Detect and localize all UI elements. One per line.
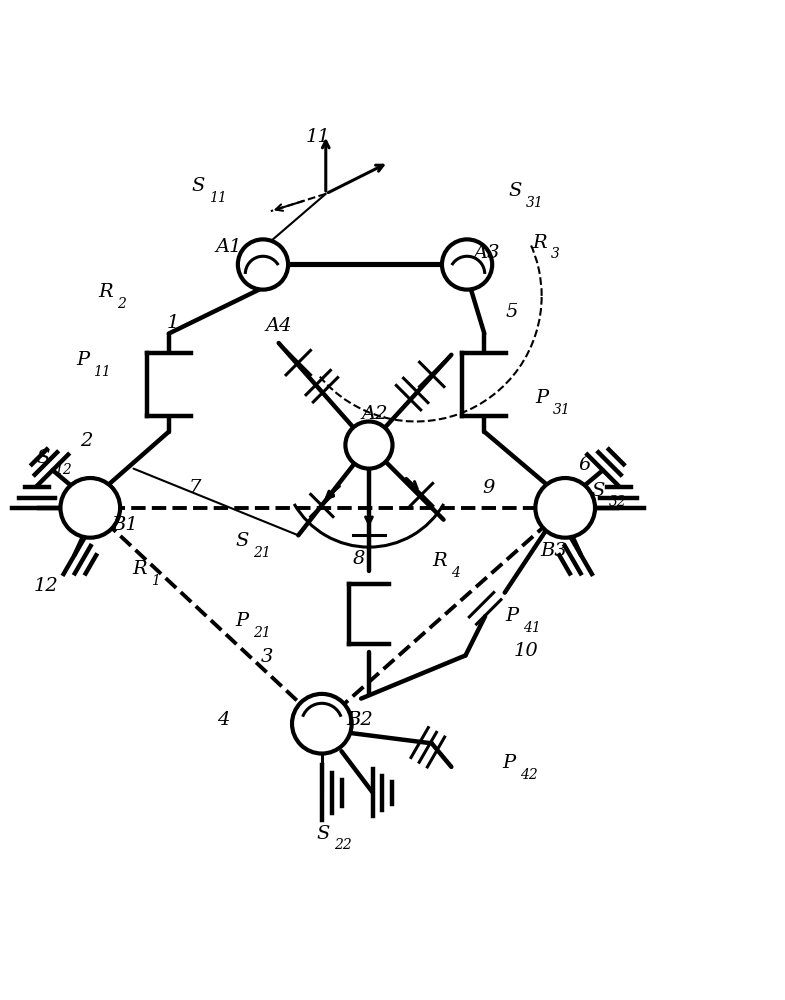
Text: 32: 32 <box>609 495 627 509</box>
Circle shape <box>535 478 595 538</box>
Circle shape <box>345 422 392 469</box>
Text: 11: 11 <box>93 365 111 379</box>
Polygon shape <box>349 584 389 644</box>
Text: 21: 21 <box>253 546 271 560</box>
Text: R: R <box>133 560 147 578</box>
Text: 12: 12 <box>33 577 58 595</box>
Text: S: S <box>316 825 330 843</box>
Text: B3: B3 <box>540 542 567 560</box>
Text: 41: 41 <box>523 621 541 635</box>
Text: A3: A3 <box>473 244 500 262</box>
Text: 11: 11 <box>209 191 227 205</box>
Polygon shape <box>147 353 191 416</box>
Text: P: P <box>502 754 515 772</box>
Text: S: S <box>36 449 50 467</box>
Text: 3: 3 <box>261 648 273 666</box>
Circle shape <box>60 478 120 538</box>
Text: A1: A1 <box>216 238 243 256</box>
Text: A2: A2 <box>362 405 389 423</box>
Text: 9: 9 <box>482 479 495 497</box>
Text: 11: 11 <box>305 128 330 146</box>
Text: P: P <box>76 351 89 369</box>
Text: P: P <box>535 389 548 407</box>
Text: S: S <box>508 182 522 200</box>
Text: S: S <box>191 177 205 195</box>
Text: 2: 2 <box>80 432 93 450</box>
Text: 8: 8 <box>352 550 365 568</box>
Text: R: R <box>99 283 113 301</box>
Text: R: R <box>433 552 447 570</box>
Text: 1: 1 <box>151 574 159 588</box>
Text: B1: B1 <box>111 516 138 534</box>
Text: 7: 7 <box>188 479 201 497</box>
Text: 10: 10 <box>513 642 539 660</box>
Text: S: S <box>591 482 605 500</box>
Text: 4: 4 <box>217 711 230 729</box>
Text: 1: 1 <box>166 314 179 332</box>
Text: 4: 4 <box>451 566 459 580</box>
Circle shape <box>292 694 352 754</box>
Circle shape <box>238 239 288 290</box>
Circle shape <box>442 239 492 290</box>
Text: A4: A4 <box>265 317 292 335</box>
Text: 6: 6 <box>579 456 591 474</box>
Text: 5: 5 <box>506 303 518 321</box>
Polygon shape <box>462 353 506 416</box>
Text: 3: 3 <box>551 247 560 261</box>
Text: 31: 31 <box>526 196 544 210</box>
Text: 2: 2 <box>117 297 126 311</box>
Text: 22: 22 <box>334 838 352 852</box>
Text: 31: 31 <box>553 403 571 417</box>
Text: 42: 42 <box>520 768 538 782</box>
Text: S: S <box>235 532 249 550</box>
Text: B2: B2 <box>346 711 373 729</box>
Text: P: P <box>236 612 248 630</box>
Text: P: P <box>506 607 518 625</box>
Text: 12: 12 <box>54 463 72 477</box>
Text: 21: 21 <box>253 626 271 640</box>
Text: R: R <box>533 234 547 252</box>
